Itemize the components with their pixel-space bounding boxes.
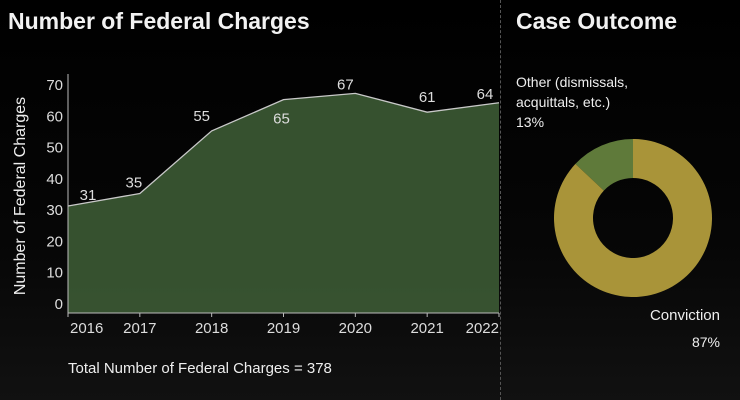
other-label-line1: Other (dismissals, <box>516 74 629 90</box>
x-tick-label: 2016 <box>70 320 103 337</box>
y-tick-label: 60 <box>46 108 63 125</box>
y-tick-label: 20 <box>46 233 63 250</box>
donut-slice <box>554 139 713 297</box>
conviction-slice-label: Conviction 87% <box>650 306 720 352</box>
data-label: 55 <box>193 108 210 125</box>
conviction-label: Conviction <box>649 307 720 324</box>
other-label-line2: acquittals, etc.) <box>516 94 611 110</box>
charges-title: Number of Federal Charges <box>8 8 310 34</box>
area-fill <box>68 93 499 313</box>
data-label: 35 <box>125 175 142 192</box>
data-label: 67 <box>337 76 354 93</box>
x-tick-label: 2018 <box>195 320 228 337</box>
area-line <box>67 92 500 207</box>
x-tick-label: 2019 <box>267 320 300 337</box>
divider <box>500 0 501 400</box>
outcome-title: Case Outcome <box>516 8 678 34</box>
total-charges-text: Total Number of Federal Charges = 378 <box>68 360 332 377</box>
data-label: 31 <box>80 187 97 204</box>
y-tick-label: 40 <box>46 171 63 188</box>
data-label: 65 <box>273 111 290 128</box>
y-tick-label: 10 <box>46 265 63 282</box>
conviction-percent: 87% <box>691 334 720 350</box>
x-tick-label: 2021 <box>410 320 443 337</box>
y-tick-label: 30 <box>46 202 63 219</box>
other-percent: 13% <box>516 114 545 130</box>
x-tick-label: 2020 <box>339 320 372 337</box>
data-label: 61 <box>419 89 436 106</box>
y-tick-label: 70 <box>46 77 63 94</box>
donut-slice <box>575 139 633 191</box>
x-tick-label: 2017 <box>123 320 156 337</box>
y-tick-label: 0 <box>55 296 63 313</box>
y-tick-label: 50 <box>46 140 63 157</box>
other-slice-label: Other (dismissals, acquittals, etc.) 13% <box>516 72 628 132</box>
data-label: 64 <box>477 86 494 103</box>
x-tick-label: 2022 <box>466 320 499 337</box>
y-axis-label: Number of Federal Charges <box>12 97 29 295</box>
